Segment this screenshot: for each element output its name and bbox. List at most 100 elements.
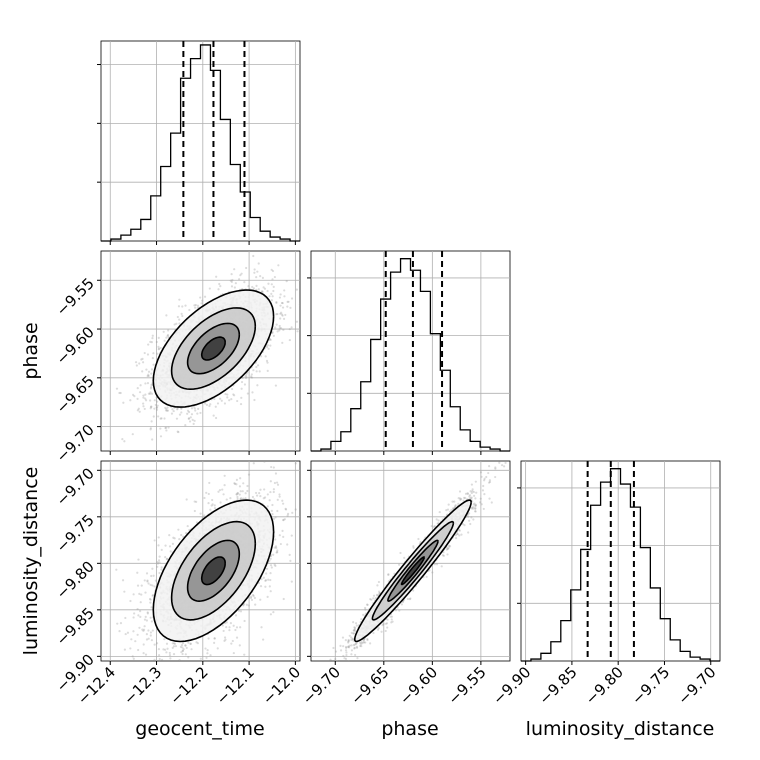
sample-point bbox=[180, 650, 183, 654]
sample-point bbox=[189, 642, 192, 646]
sample-point bbox=[156, 404, 159, 407]
sample-point bbox=[165, 407, 168, 410]
sample-point bbox=[152, 352, 155, 355]
sample-point bbox=[280, 301, 284, 305]
sample-point bbox=[180, 533, 183, 537]
sample-point bbox=[199, 411, 202, 415]
sample-point bbox=[274, 472, 278, 475]
sample-point bbox=[276, 312, 279, 316]
sample-point bbox=[138, 410, 141, 413]
sample-point bbox=[173, 642, 177, 646]
sample-point bbox=[187, 417, 190, 420]
sample-point bbox=[152, 574, 155, 577]
sample-point bbox=[245, 266, 248, 270]
sample-point bbox=[218, 488, 222, 492]
sample-point bbox=[162, 648, 165, 651]
sample-point bbox=[123, 590, 126, 593]
sample-point bbox=[132, 616, 135, 619]
sample-point bbox=[192, 422, 195, 425]
sample-point bbox=[213, 504, 216, 507]
sample-point bbox=[159, 435, 163, 438]
sample-point bbox=[187, 656, 190, 659]
sample-point bbox=[209, 403, 212, 406]
sample-point bbox=[150, 420, 153, 423]
sample-point bbox=[247, 604, 250, 607]
sample-point bbox=[166, 409, 170, 412]
sample-point bbox=[269, 557, 272, 560]
sample-point bbox=[274, 384, 278, 387]
sample-point bbox=[243, 619, 246, 623]
sample-point bbox=[240, 272, 243, 275]
sample-point bbox=[235, 483, 238, 486]
sample-point bbox=[284, 508, 288, 511]
sample-point bbox=[245, 603, 248, 606]
sample-point bbox=[238, 493, 241, 496]
sample-point bbox=[151, 584, 154, 587]
histogram-panel-phase bbox=[307, 250, 511, 455]
sample-point bbox=[147, 374, 150, 378]
sample-point bbox=[211, 498, 214, 502]
sample-point bbox=[132, 593, 135, 596]
sample-point bbox=[258, 492, 261, 495]
sample-point bbox=[150, 392, 154, 395]
sample-point bbox=[296, 330, 299, 333]
sample-point bbox=[132, 630, 135, 633]
sample-point bbox=[142, 643, 145, 646]
sample-point bbox=[272, 488, 276, 491]
sample-point bbox=[275, 301, 278, 305]
sample-point bbox=[268, 499, 271, 502]
x-tick-label: −9.75 bbox=[628, 663, 673, 708]
sample-point bbox=[208, 481, 211, 485]
sample-point bbox=[284, 313, 287, 317]
sample-point bbox=[146, 579, 149, 582]
sample-point bbox=[281, 499, 284, 502]
sample-point bbox=[151, 567, 154, 570]
sample-point bbox=[257, 262, 260, 265]
sample-point bbox=[250, 376, 254, 379]
sample-point bbox=[230, 273, 233, 276]
contour-line bbox=[152, 289, 275, 408]
sample-point bbox=[273, 563, 276, 566]
sample-point bbox=[303, 303, 305, 305]
sample-point bbox=[138, 362, 141, 365]
sample-point bbox=[226, 396, 229, 399]
sample-point bbox=[163, 339, 166, 342]
sample-point bbox=[136, 397, 139, 400]
sample-point bbox=[119, 622, 123, 625]
histogram-step bbox=[101, 44, 300, 242]
sample-point bbox=[234, 614, 238, 617]
sample-point bbox=[160, 566, 163, 569]
contour-line bbox=[186, 322, 241, 375]
sample-point bbox=[266, 505, 269, 508]
sample-point bbox=[141, 361, 145, 364]
sample-point bbox=[230, 642, 233, 645]
sample-point bbox=[281, 306, 285, 309]
sample-point bbox=[152, 363, 155, 366]
sample-point bbox=[142, 629, 145, 632]
sample-point bbox=[180, 312, 183, 315]
sample-point bbox=[185, 646, 188, 650]
sample-point bbox=[162, 330, 165, 333]
sample-point bbox=[129, 399, 132, 402]
sample-point bbox=[321, 236, 323, 238]
sample-point bbox=[270, 299, 273, 302]
sample-point bbox=[219, 397, 222, 400]
sample-point bbox=[150, 620, 153, 623]
sample-point bbox=[213, 507, 217, 510]
sample-point bbox=[190, 407, 194, 410]
sample-point bbox=[276, 330, 279, 333]
sample-point bbox=[212, 414, 215, 417]
sample-point bbox=[271, 330, 274, 334]
sample-point bbox=[153, 407, 156, 410]
sample-point bbox=[269, 572, 272, 575]
sample-point bbox=[250, 373, 253, 376]
sample-point bbox=[270, 566, 273, 569]
sample-point bbox=[197, 407, 200, 411]
sample-point bbox=[123, 440, 126, 443]
sample-point bbox=[144, 382, 147, 385]
sample-point bbox=[158, 657, 161, 661]
sample-point bbox=[196, 412, 199, 415]
sample-point bbox=[160, 658, 164, 661]
sample-point bbox=[280, 311, 283, 314]
